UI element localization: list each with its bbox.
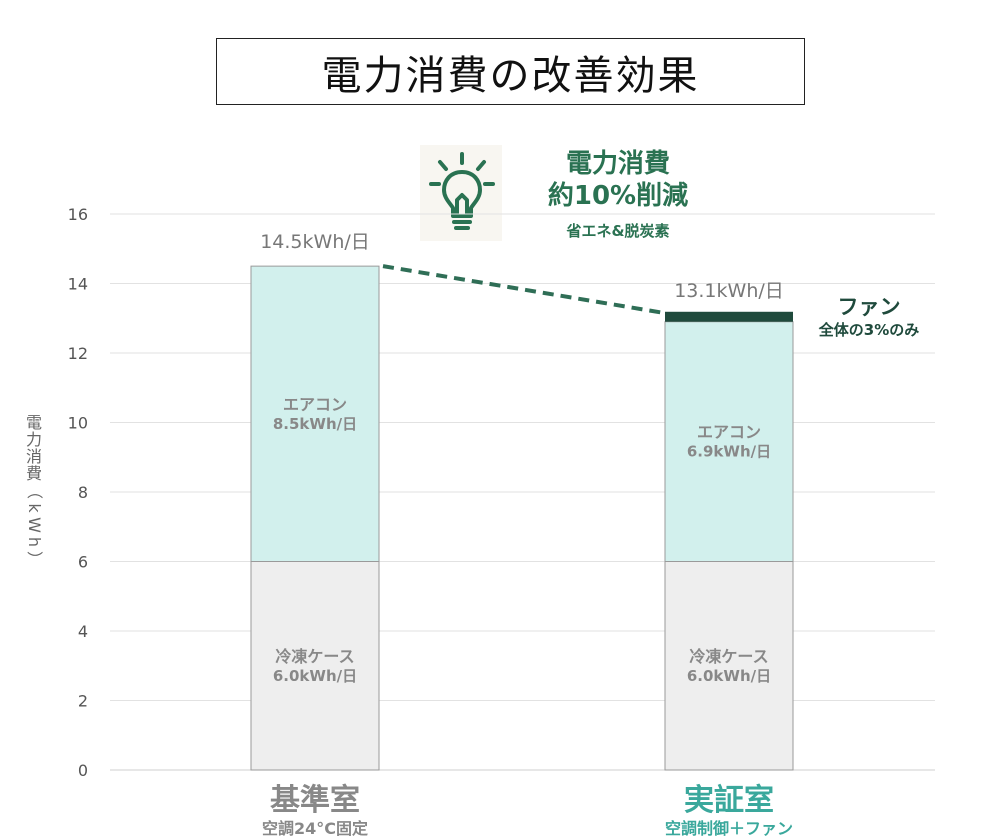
bar-segment-fan [665,311,793,322]
segment-name: エアコン [283,395,347,414]
y-tick-label: 8 [78,483,88,502]
bar-segment-freezer [250,561,380,771]
y-axis-label-char: 力 [26,430,42,449]
fan-annotation-title: ファン [838,295,901,319]
fan-annotation-note: 全体の3%のみ [818,321,919,339]
bar-labels: 冷凍ケース6.0kWh/日エアコン8.5kWh/日14.5kWh/日基準室空調2… [260,231,919,837]
category-subtitle: 空調24°C固定 [262,819,368,837]
y-tick-label: 10 [68,414,88,433]
category-subtitle: 空調制御＋ファン [665,819,793,837]
y-axis-label-char: W [25,517,44,533]
category-label: 実証室 [684,783,774,818]
segment-value: 6.0kWh/日 [687,667,771,685]
callout-headline: 電力消費 約10%削減 [525,148,711,212]
y-tick-label: 16 [68,205,88,224]
page-title: 電力消費の改善効果 [321,52,700,99]
segment-name: 冷凍ケース [689,647,768,666]
y-axis-label-char: 費 [26,464,42,483]
callout-line1: 電力消費 [565,149,670,179]
y-tick-labels: 0 2 4 6 8 10 12 14 16 [68,205,88,780]
segment-value: 6.9kWh/日 [687,443,771,461]
y-axis-label: 電力消費（ kWh ） [25,413,44,567]
y-tick-label: 2 [78,692,88,711]
lightbulb-icon [429,152,495,230]
y-axis-label-char: h [25,537,44,547]
segment-name: 冷凍ケース [275,647,354,666]
total-label: 13.1kWh/日 [674,280,784,302]
y-axis-label-char: ） [25,551,44,567]
segment-value: 8.5kWh/日 [273,415,357,433]
dashed-connector [382,264,664,315]
total-label: 14.5kWh/日 [260,231,370,253]
y-axis-label-char: 電 [26,413,42,432]
segment-name: エアコン [697,423,761,442]
bar-segment-aircon [664,321,794,562]
segment-value: 6.0kWh/日 [273,667,357,685]
y-tick-label: 6 [78,553,88,572]
bar-segment-freezer [664,561,794,771]
y-axis-label-char: （ [25,483,44,499]
category-label: 基準室 [270,783,360,818]
y-tick-label: 14 [68,275,88,294]
y-tick-label: 4 [78,622,88,641]
callout-subtitle: 省エネ&脱炭素 [566,222,670,240]
savings-callout: 電力消費 約10%削減 省エネ&脱炭素 [420,142,720,242]
y-tick-label: 0 [78,761,88,780]
y-tick-label: 12 [68,344,88,363]
y-axis-label-char: k [25,503,44,513]
bars [250,264,794,771]
callout-line2: 約10%削減 [547,181,689,211]
title-box: 電力消費の改善効果 [216,38,805,105]
y-axis-label-char: 消 [26,447,42,466]
gridlines [110,213,935,771]
bar-segment-aircon [250,265,380,562]
